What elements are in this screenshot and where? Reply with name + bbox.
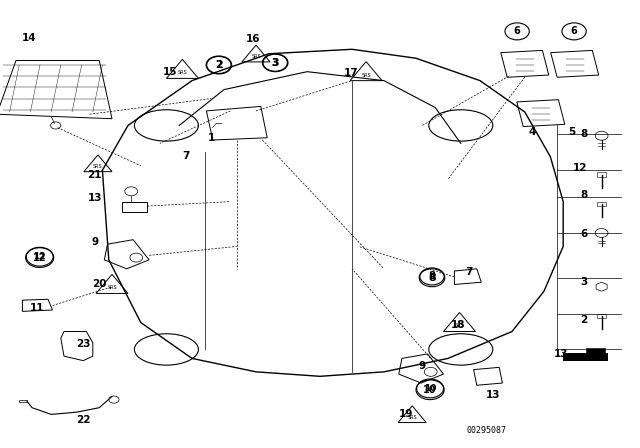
- Text: SRS: SRS: [177, 70, 188, 75]
- Text: 6: 6: [571, 26, 577, 36]
- Text: 13: 13: [554, 349, 568, 359]
- Text: 8: 8: [429, 271, 435, 281]
- Text: 13: 13: [88, 193, 102, 203]
- Text: 23: 23: [76, 339, 90, 349]
- Text: 17: 17: [344, 68, 358, 78]
- Text: 2: 2: [215, 60, 223, 70]
- Text: SRS: SRS: [454, 323, 465, 328]
- Bar: [597, 172, 606, 177]
- Text: 8: 8: [580, 129, 588, 139]
- Text: 6: 6: [514, 26, 520, 36]
- Text: 3: 3: [271, 58, 279, 68]
- Text: 12: 12: [33, 253, 47, 263]
- Text: 18: 18: [451, 320, 465, 330]
- Bar: [563, 353, 608, 361]
- Text: 22: 22: [76, 415, 90, 425]
- Text: SRS: SRS: [107, 285, 117, 290]
- Text: 10: 10: [424, 384, 436, 393]
- Text: 9: 9: [419, 362, 426, 371]
- Text: 2: 2: [580, 315, 588, 325]
- Text: 11: 11: [30, 303, 44, 313]
- Text: 3: 3: [580, 277, 588, 287]
- Text: 00295087: 00295087: [467, 426, 506, 435]
- Text: 5: 5: [568, 127, 575, 137]
- Text: 16: 16: [246, 34, 260, 44]
- Text: 21: 21: [88, 170, 102, 180]
- Polygon shape: [586, 348, 605, 355]
- Text: 12: 12: [33, 252, 46, 261]
- Text: 1: 1: [207, 133, 215, 143]
- Text: 13: 13: [486, 390, 500, 400]
- Text: SRS: SRS: [93, 164, 103, 169]
- Bar: [597, 314, 606, 318]
- Text: SRS: SRS: [361, 73, 371, 78]
- Text: 14: 14: [22, 33, 36, 43]
- Bar: [597, 202, 606, 206]
- Text: 12: 12: [573, 163, 588, 173]
- Text: 19: 19: [399, 409, 413, 419]
- Text: 10: 10: [423, 385, 437, 395]
- Text: 6: 6: [580, 229, 588, 239]
- Text: 3: 3: [272, 58, 278, 68]
- Text: SRS: SRS: [407, 415, 417, 420]
- Text: 15: 15: [163, 67, 177, 77]
- Text: 7: 7: [465, 267, 473, 277]
- Text: SRS: SRS: [251, 55, 261, 60]
- Text: 8: 8: [428, 273, 436, 283]
- Text: 9: 9: [91, 237, 99, 247]
- Text: 8: 8: [580, 190, 588, 200]
- Text: 4: 4: [529, 127, 536, 137]
- Text: 2: 2: [216, 60, 222, 70]
- Text: 20: 20: [92, 280, 106, 289]
- Text: 7: 7: [182, 151, 189, 161]
